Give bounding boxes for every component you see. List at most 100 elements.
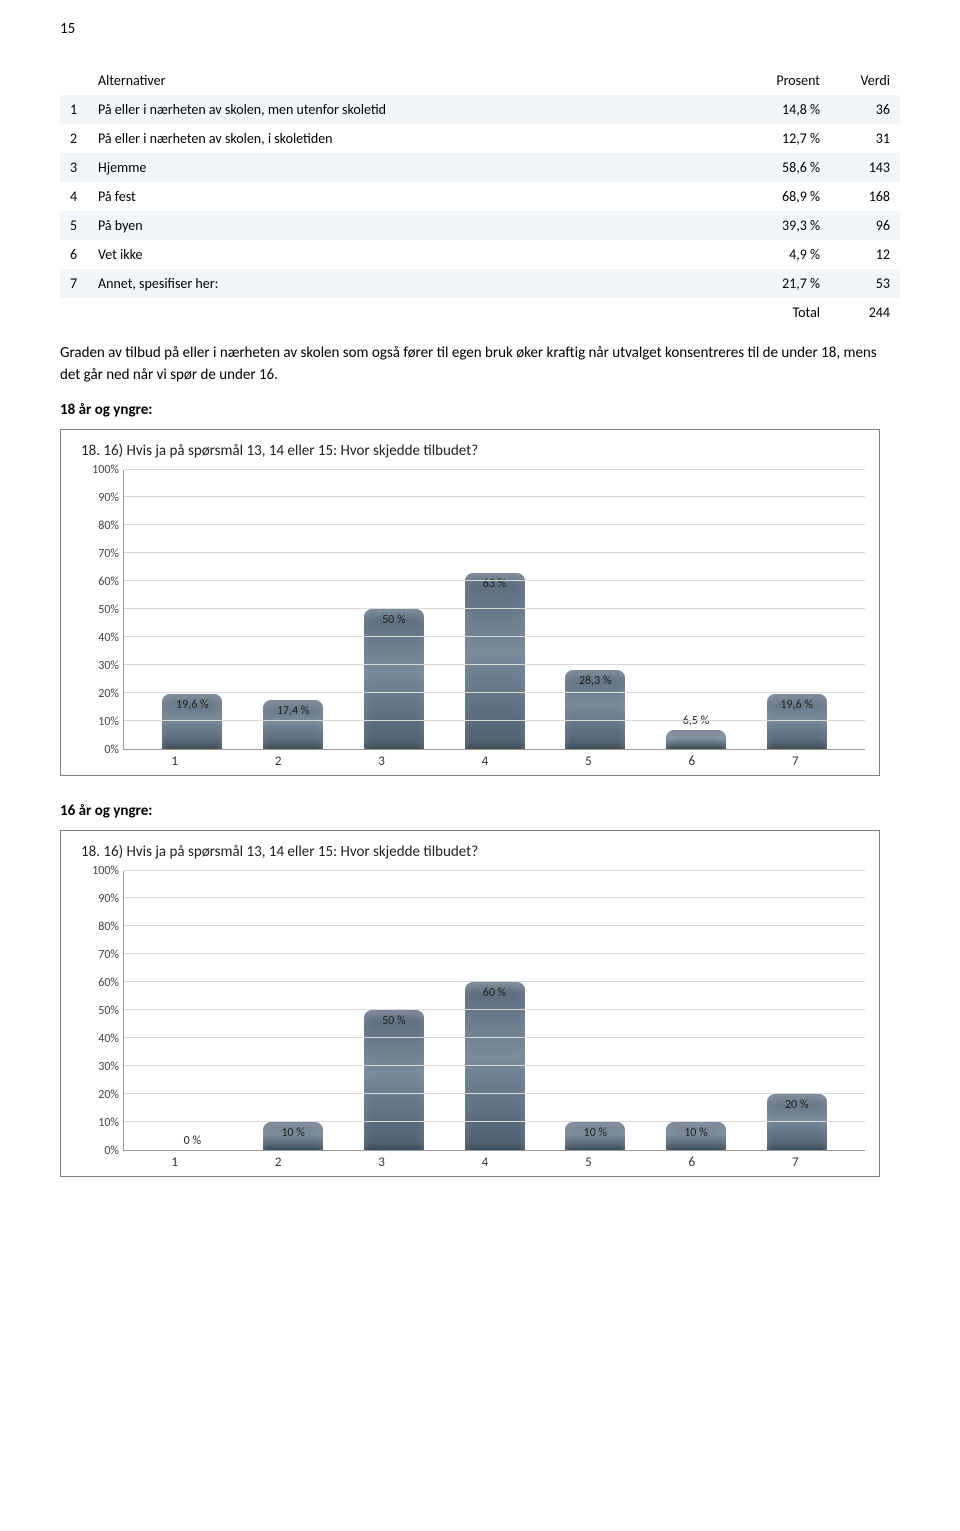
bar-value-label: 60 % <box>483 986 506 1000</box>
y-tick: 100% <box>92 463 119 477</box>
total-val: 244 <box>830 298 900 327</box>
bar-slot: 19,6 % <box>142 470 243 749</box>
gridline <box>124 469 865 470</box>
x-tick: 7 <box>744 754 847 769</box>
y-tick: 20% <box>98 1088 119 1102</box>
y-tick: 80% <box>98 519 119 533</box>
row-val: 36 <box>830 95 900 124</box>
y-tick: 0% <box>104 1144 119 1158</box>
x-tick: 1 <box>123 1155 226 1170</box>
y-tick: 30% <box>98 1060 119 1074</box>
gridline <box>124 552 865 553</box>
bar: 50 % <box>364 1010 424 1150</box>
gridline <box>124 636 865 637</box>
y-tick: 70% <box>98 948 119 962</box>
y-tick: 100% <box>92 864 119 878</box>
th-prosent: Prosent <box>730 66 830 95</box>
x-tick: 3 <box>330 754 433 769</box>
bar-value-label: 0 % <box>184 1134 201 1148</box>
gridline <box>124 1093 865 1094</box>
bar: 10 % <box>263 1122 323 1150</box>
bar: 19,6 % <box>767 694 827 749</box>
chart-16: 18. 16) Hvis ja på spørsmål 13, 14 eller… <box>60 830 880 1177</box>
row-val: 96 <box>830 211 900 240</box>
table-row: 5På byen39,3 %96 <box>60 211 900 240</box>
x-tick: 5 <box>537 754 640 769</box>
row-val: 143 <box>830 153 900 182</box>
gridline <box>124 981 865 982</box>
row-idx: 2 <box>60 124 88 153</box>
y-tick: 50% <box>98 1004 119 1018</box>
bar: 6,5 % <box>666 730 726 748</box>
row-pct: 58,6 % <box>730 153 830 182</box>
gridline <box>124 1121 865 1122</box>
gridline <box>124 664 865 665</box>
bar-value-label: 10 % <box>281 1126 304 1140</box>
total-label: Total <box>730 298 830 327</box>
row-idx: 1 <box>60 95 88 124</box>
row-label: På eller i nærheten av skolen, men utenf… <box>88 95 730 124</box>
y-tick: 0% <box>104 743 119 757</box>
gridline <box>124 870 865 871</box>
bar: 28,3 % <box>565 670 625 749</box>
row-val: 12 <box>830 240 900 269</box>
bar-slot: 19,6 % <box>746 470 847 749</box>
th-verdi: Verdi <box>830 66 900 95</box>
y-tick: 80% <box>98 920 119 934</box>
bar-value-label: 19,6 % <box>780 698 813 712</box>
gridline <box>124 953 865 954</box>
row-idx: 6 <box>60 240 88 269</box>
bar: 50 % <box>364 609 424 749</box>
gridline <box>124 1065 865 1066</box>
bar-value-label: 10 % <box>584 1126 607 1140</box>
body-paragraph: Graden av tilbud på eller i nærheten av … <box>60 343 900 387</box>
y-tick: 10% <box>98 715 119 729</box>
x-tick: 4 <box>433 754 536 769</box>
bar-slot: 10 % <box>646 871 747 1150</box>
gridline <box>124 720 865 721</box>
y-tick: 60% <box>98 976 119 990</box>
x-tick: 6 <box>640 1155 743 1170</box>
results-table: Alternativer Prosent Verdi 1På eller i n… <box>60 66 900 327</box>
bar: 63 % <box>465 573 525 749</box>
y-tick: 60% <box>98 575 119 589</box>
row-label: Annet, spesifiser her: <box>88 269 730 298</box>
row-val: 168 <box>830 182 900 211</box>
bar-value-label: 6,5 % <box>683 714 709 728</box>
bar-value-label: 17,4 % <box>277 704 310 718</box>
row-label: På fest <box>88 182 730 211</box>
bar-slot: 50 % <box>343 470 444 749</box>
gridline <box>124 692 865 693</box>
th-alt: Alternativer <box>88 66 730 95</box>
bar-slot: 63 % <box>444 470 545 749</box>
chart-title: 18. 16) Hvis ja på spørsmål 13, 14 eller… <box>75 841 865 871</box>
gridline <box>124 1009 865 1010</box>
gridline <box>124 496 865 497</box>
gridline <box>124 608 865 609</box>
bar-slot: 28,3 % <box>545 470 646 749</box>
row-idx: 4 <box>60 182 88 211</box>
bar-slot: 17,4 % <box>243 470 344 749</box>
x-tick: 4 <box>433 1155 536 1170</box>
bar-value-label: 19,6 % <box>176 698 209 712</box>
gridline <box>124 925 865 926</box>
x-tick: 2 <box>226 1155 329 1170</box>
bar-slot: 10 % <box>545 871 646 1150</box>
bar-slot: 50 % <box>343 871 444 1150</box>
gridline <box>124 524 865 525</box>
y-tick: 40% <box>98 631 119 645</box>
x-tick: 6 <box>640 754 743 769</box>
bar-value-label: 63 % <box>483 577 506 591</box>
table-row: 1På eller i nærheten av skolen, men uten… <box>60 95 900 124</box>
table-row: 4På fest68,9 %168 <box>60 182 900 211</box>
row-pct: 39,3 % <box>730 211 830 240</box>
y-tick: 90% <box>98 491 119 505</box>
table-row: 3Hjemme58,6 %143 <box>60 153 900 182</box>
bar-slot: 60 % <box>444 871 545 1150</box>
bar-slot: 10 % <box>243 871 344 1150</box>
row-label: Hjemme <box>88 153 730 182</box>
row-pct: 12,7 % <box>730 124 830 153</box>
row-pct: 21,7 % <box>730 269 830 298</box>
gridline <box>124 897 865 898</box>
x-tick: 2 <box>226 754 329 769</box>
